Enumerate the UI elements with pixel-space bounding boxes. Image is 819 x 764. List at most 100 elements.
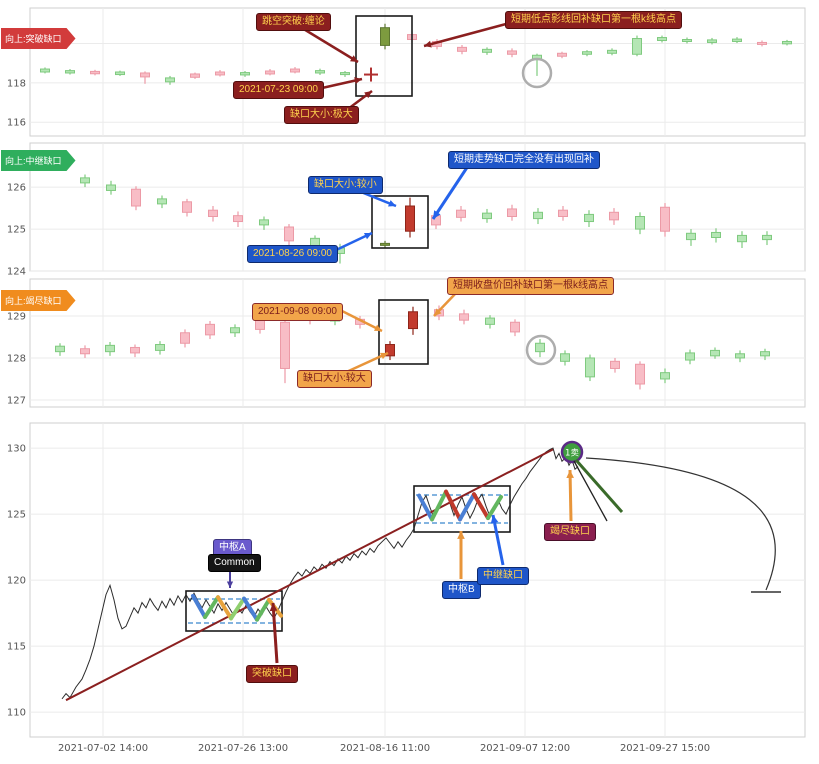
annotation-arrowhead <box>434 308 442 316</box>
annotation-arrow <box>491 514 505 566</box>
candle-body <box>737 234 747 243</box>
highlight-box <box>355 15 413 97</box>
candle-body <box>707 39 717 43</box>
panel-frame <box>29 142 806 272</box>
annotation-arrowhead <box>350 55 358 62</box>
projection-arc <box>585 457 776 591</box>
annotation-p2-date: 2021-08-26 09:00 <box>247 245 338 263</box>
panel-frame <box>29 7 806 137</box>
candle-body <box>610 360 620 369</box>
y-tick-label: 125 <box>7 225 26 236</box>
candle-body <box>660 372 670 380</box>
highlight-box <box>371 195 429 249</box>
y-tick-label: 129 <box>7 311 26 322</box>
annotation-arrowhead <box>388 200 396 207</box>
candle-body <box>558 209 568 217</box>
badge-common: Common <box>208 554 261 572</box>
annotation-arrow <box>423 22 507 48</box>
zigzag-segment <box>242 596 259 622</box>
candle-body <box>682 39 692 43</box>
annotation-arrow <box>341 309 383 333</box>
candle-body <box>40 68 50 73</box>
candle-body <box>408 311 418 330</box>
candle-body <box>215 71 225 76</box>
candle-body <box>582 51 592 55</box>
y-tick-label: 127 <box>7 395 26 406</box>
candle-body <box>131 188 141 207</box>
candle-body <box>732 38 742 42</box>
candle-body <box>685 352 695 361</box>
sell-fork-line <box>573 460 608 522</box>
badge-runaway-gap: 中继缺口 <box>477 567 529 585</box>
candle-body <box>482 48 492 53</box>
candle-body <box>710 349 720 357</box>
annotation-arrowhead <box>380 352 388 360</box>
x-tick-label: 2021-09-27 15:00 <box>620 743 710 754</box>
badge-breakaway-gap: 突破缺口 <box>246 665 298 683</box>
badge-pivot-b: 中枢B <box>442 581 481 599</box>
panel1-label: 向上:突破缺口 <box>1 28 76 49</box>
candle-body <box>762 234 772 241</box>
gap-circle <box>525 334 557 366</box>
y-tick-label: 116 <box>7 118 26 129</box>
candle-body <box>190 73 200 78</box>
trend-line <box>65 448 554 702</box>
candle-body <box>80 348 90 355</box>
x-tick-label: 2021-07-26 13:00 <box>198 743 288 754</box>
candle-body <box>557 52 567 57</box>
panel3-label: 向上:竭尽缺口 <box>1 290 76 311</box>
annotation-arrowhead <box>226 581 234 588</box>
candle-body <box>385 344 395 357</box>
annotation-arrow <box>271 602 279 664</box>
candle-body <box>635 363 645 385</box>
candle-body <box>230 327 240 334</box>
annotation-arrowhead <box>457 531 465 539</box>
candle-body <box>157 198 167 205</box>
candle-body <box>459 313 469 321</box>
annotation-arrowhead <box>269 603 278 612</box>
y-tick-label: 130 <box>7 444 26 455</box>
x-tick-label: 2021-08-16 11:00 <box>340 743 430 754</box>
candle-body <box>507 50 517 55</box>
candle-body <box>265 70 275 75</box>
annotation-arrow <box>431 165 470 220</box>
annotation-arrowhead <box>566 470 574 478</box>
highlight-box <box>185 590 283 632</box>
panel-frame <box>29 278 806 408</box>
candle-body <box>482 212 492 220</box>
candle-body <box>105 344 115 353</box>
candle-body <box>560 353 570 362</box>
sell-marker <box>560 440 584 464</box>
annotation-p1-gap-size: 缺口大小:极大 <box>284 106 359 124</box>
zigzag-segment <box>203 595 220 620</box>
candle-body <box>757 41 767 45</box>
sell-fork-line <box>574 459 624 513</box>
candle-body <box>782 40 792 45</box>
candle-body <box>205 323 215 336</box>
y-tick-label: 118 <box>7 78 26 89</box>
annotation-p1-date: 2021-07-23 09:00 <box>233 81 324 99</box>
candle-body <box>632 38 642 55</box>
candle-body <box>456 209 466 218</box>
candle-body <box>686 232 696 241</box>
candle-body <box>130 346 140 354</box>
y-tick-label: 110 <box>7 708 26 719</box>
candle-body <box>290 68 300 73</box>
annotation-p3-date: 2021-09-08 09:00 <box>252 303 343 321</box>
candle-body <box>510 321 520 333</box>
y-tick-label: 126 <box>7 183 26 194</box>
candle-body <box>280 321 290 369</box>
candle-body <box>380 242 390 246</box>
candle-body <box>65 70 75 74</box>
zigzag-segment <box>486 494 503 521</box>
annotation-arrowhead <box>490 515 499 524</box>
zigzag-segment <box>458 492 476 522</box>
x-tick-label: 2021-09-07 12:00 <box>480 743 570 754</box>
annotation-arrowhead <box>354 77 362 84</box>
annotation-arrow <box>568 469 573 522</box>
candle-body <box>485 317 495 325</box>
annotation-arrowhead <box>364 91 372 99</box>
candle-body <box>180 332 190 344</box>
zigzag-segment <box>229 596 246 621</box>
x-tick-label: 2021-07-02 14:00 <box>58 743 148 754</box>
